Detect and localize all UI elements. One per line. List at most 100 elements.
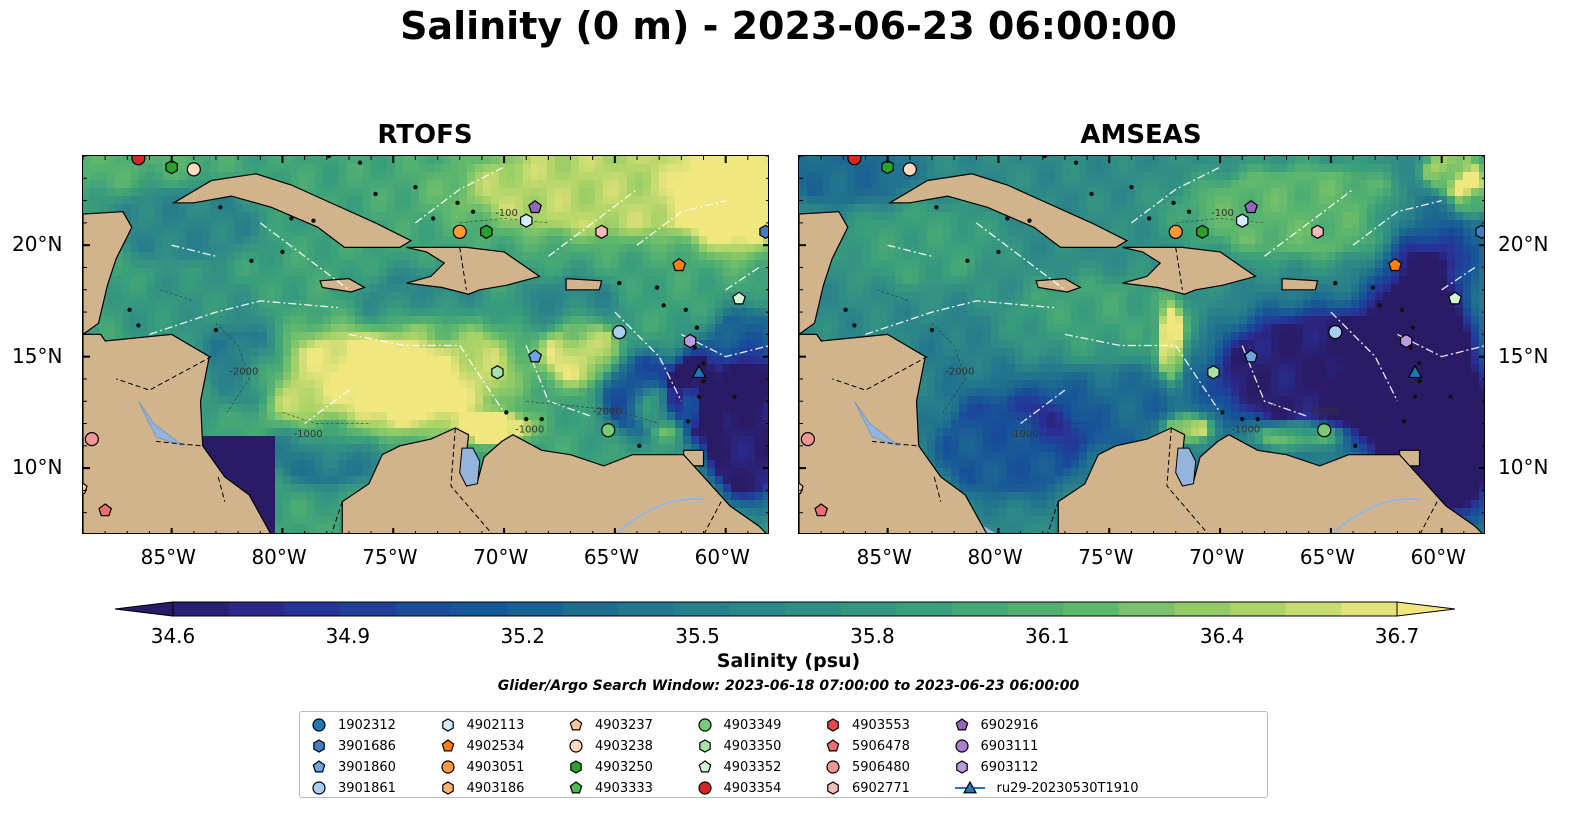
island xyxy=(701,361,706,366)
float-marker-icon xyxy=(826,739,840,752)
island xyxy=(136,323,141,328)
island xyxy=(1027,218,1032,223)
eez-boundary xyxy=(1020,389,1066,425)
float-marker-icon xyxy=(954,739,969,753)
float-marker-4903250 xyxy=(1196,224,1209,239)
eez-boundary xyxy=(636,199,726,246)
y-tick-label-left: 20°N xyxy=(12,232,63,257)
island xyxy=(539,416,544,422)
eez-boundary xyxy=(548,188,638,257)
colorbar-tick-label: 34.6 xyxy=(150,624,196,648)
eez-boundary xyxy=(259,222,350,291)
island xyxy=(1042,156,1048,159)
island xyxy=(732,394,737,399)
legend-item: 4903349 xyxy=(696,715,782,735)
land xyxy=(799,173,1483,533)
country-border xyxy=(450,427,492,533)
legend-label: 4903349 xyxy=(723,717,782,733)
float-marker-icon xyxy=(312,760,326,773)
legend-marker xyxy=(827,781,839,795)
rtofs-salinity-map[interactable]: -2000 -1000 -1000 -2000 -100 xyxy=(82,155,769,534)
island xyxy=(1417,361,1422,366)
legend-item: 4903352 xyxy=(696,757,781,777)
island xyxy=(470,209,476,214)
float-marker-5906480 xyxy=(800,432,815,447)
float-marker-5906478 xyxy=(814,503,829,517)
colorbar-extend-low xyxy=(115,601,174,617)
float-marker-4903238 xyxy=(902,162,917,177)
colorbar-extend-high xyxy=(1396,601,1455,617)
legend-label: 3901860 xyxy=(338,759,396,775)
island xyxy=(1353,443,1358,449)
island xyxy=(696,394,702,399)
lake-maracaibo xyxy=(1175,447,1197,487)
island xyxy=(996,249,1001,255)
colorbar-segment xyxy=(339,602,397,616)
island xyxy=(430,216,436,221)
legend-label: 3901686 xyxy=(338,738,396,754)
colorbar-segment xyxy=(506,602,564,616)
legend-item: 4903350 xyxy=(696,736,781,756)
page-title: Salinity (0 m) - 2023-06-23 06:00:00 xyxy=(400,4,1177,48)
map-canvas: -2000 -1000 -1000 -2000 -100 xyxy=(799,156,1484,533)
legend-marker xyxy=(312,760,326,773)
island xyxy=(1448,394,1453,399)
colorbar-tick-label: 36.4 xyxy=(1199,624,1245,648)
island xyxy=(357,160,363,165)
float-marker-3901860 xyxy=(528,349,543,363)
float-marker-4902534 xyxy=(1388,257,1403,272)
float-marker-icon xyxy=(569,739,583,753)
country-border xyxy=(933,476,942,502)
island xyxy=(701,378,706,384)
lake-nicaragua xyxy=(137,400,184,447)
legend-marker xyxy=(698,739,711,753)
island xyxy=(1333,280,1338,286)
legend-marker xyxy=(698,760,711,773)
float-marker-icon xyxy=(312,781,326,795)
float-marker-3901686 xyxy=(759,224,768,239)
contour-label: -100 xyxy=(495,208,518,219)
island xyxy=(1089,191,1094,197)
eez-boundary xyxy=(304,389,350,425)
legend-marker xyxy=(569,781,583,794)
island xyxy=(637,443,642,449)
island xyxy=(683,307,688,313)
legend-item: 6902916 xyxy=(953,715,1038,735)
y-tick-label-right: 15°N xyxy=(1498,343,1549,368)
colorbar-segment xyxy=(840,602,897,616)
float-marker-icon xyxy=(697,718,712,732)
legend-label: 4903051 xyxy=(466,759,525,775)
legend-marker xyxy=(569,739,583,753)
eez-boundary xyxy=(1264,188,1354,257)
legend-marker xyxy=(441,718,454,732)
x-tick-label: 60°W xyxy=(694,545,750,569)
island xyxy=(1370,285,1376,290)
x-tick-label: 65°W xyxy=(583,545,640,569)
bathymetry-contour xyxy=(160,289,194,302)
legend-marker xyxy=(955,760,968,774)
legend-item: 4902113 xyxy=(439,715,524,735)
eez-boundary xyxy=(525,345,593,418)
float-marker-4903051 xyxy=(1168,224,1183,239)
colorbar-label: Salinity (psu) xyxy=(716,650,861,672)
amseas-salinity-map[interactable]: -2000 -1000 -1000 -2000 -100 xyxy=(798,155,1485,534)
colorbar-tick-label: 35.2 xyxy=(500,624,545,648)
x-tick-label: 70°W xyxy=(473,545,529,569)
bathymetry-contour xyxy=(931,322,966,413)
legend-item: 4903238 xyxy=(567,736,653,756)
island xyxy=(1399,307,1404,313)
contour-label: -2000 xyxy=(593,407,622,418)
legend-marker xyxy=(827,718,839,732)
y-tick-label-right: 10°N xyxy=(1498,455,1549,480)
eez-boundary xyxy=(1131,166,1221,224)
float-marker-6902771 xyxy=(1311,224,1324,239)
legend-label: ru29-20230530T1910 xyxy=(996,780,1139,796)
float-marker-4903250 xyxy=(165,159,178,175)
float-marker-icon xyxy=(570,760,582,774)
float-marker-icon xyxy=(440,760,455,774)
y-tick-label-left: 15°N xyxy=(12,343,63,368)
legend-item: 6903111 xyxy=(953,736,1038,756)
legend-item: 4903553 xyxy=(824,715,910,735)
panel-title-rtofs: RTOFS xyxy=(377,120,473,150)
island xyxy=(1408,345,1413,350)
